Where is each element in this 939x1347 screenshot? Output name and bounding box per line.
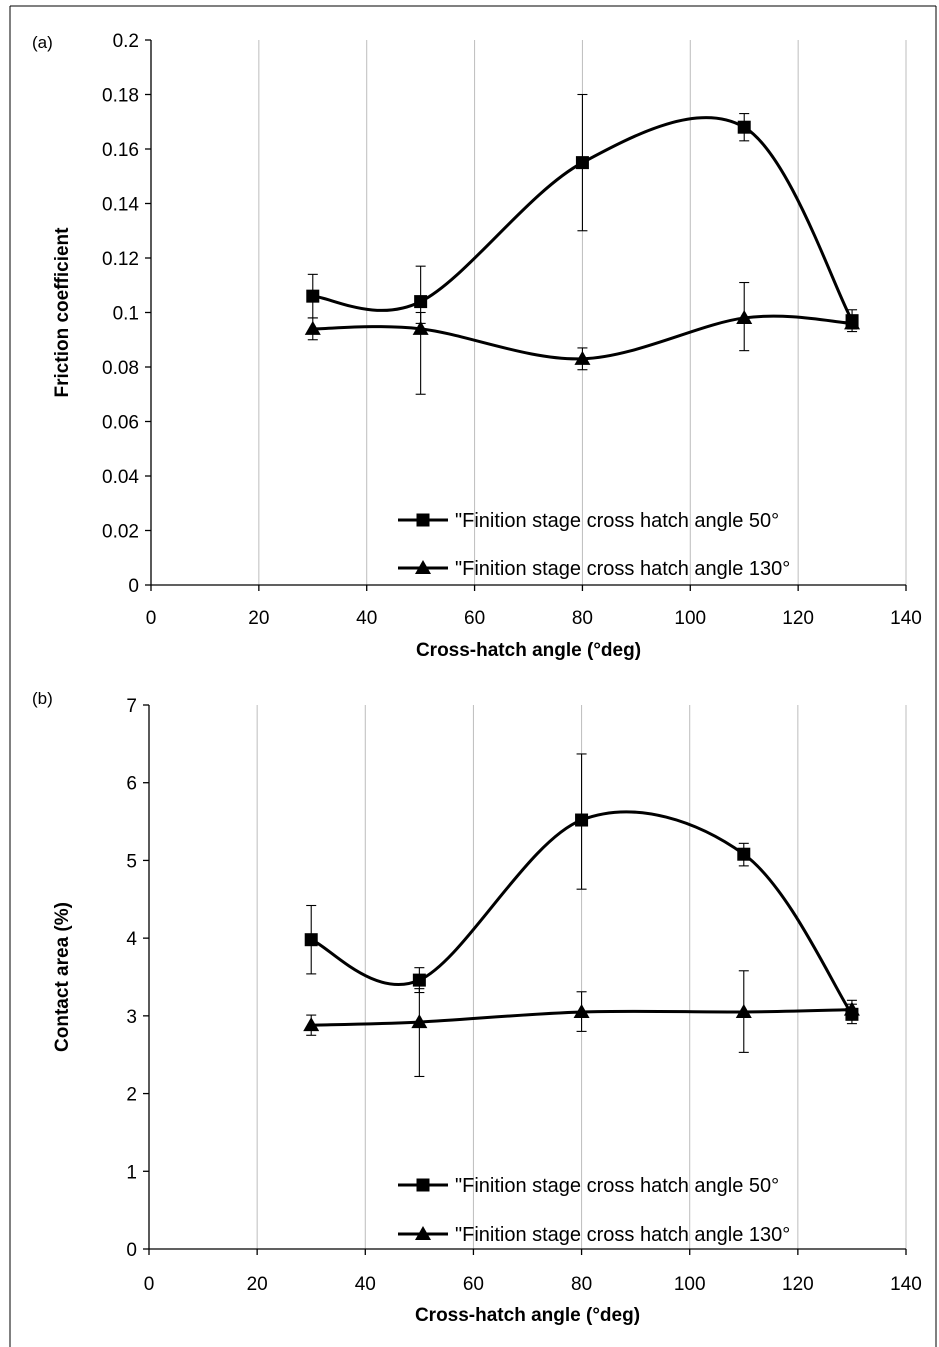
y-tick-label: 3	[126, 1007, 137, 1028]
x-tick-label: 140	[890, 1274, 922, 1295]
data-point	[843, 1001, 860, 1016]
y-tick-label: 0.04	[102, 467, 139, 488]
data-point	[736, 309, 753, 324]
y-tick-label: 0.12	[102, 249, 139, 270]
y-axis-title: Friction coefficient	[52, 227, 73, 398]
data-point	[737, 120, 751, 134]
x-tick-label: 20	[248, 608, 269, 629]
panel-label: (a)	[32, 33, 53, 52]
y-tick-label: 0.14	[102, 195, 139, 216]
y-tick-label: 0.02	[102, 522, 139, 543]
x-tick-label: 0	[146, 608, 157, 629]
legend-label: "Finition stage cross hatch angle 130°	[455, 1224, 790, 1246]
x-tick-label: 120	[782, 608, 814, 629]
data-point	[844, 315, 861, 330]
series-triangle: "Finition stage cross hatch angle 130°	[304, 281, 861, 580]
y-tick-label: 0	[128, 576, 139, 597]
data-point	[306, 289, 320, 303]
data-point	[412, 320, 429, 335]
data-point	[575, 156, 589, 170]
data-point	[574, 350, 591, 365]
y-tick-label: 2	[126, 1085, 137, 1106]
x-tick-label: 120	[782, 1274, 814, 1295]
data-point	[304, 320, 321, 335]
x-tick-label: 100	[674, 1274, 706, 1295]
panel-label: (b)	[32, 689, 53, 708]
y-tick-label: 0.1	[113, 304, 139, 325]
data-point	[573, 1003, 590, 1018]
data-point	[735, 1003, 752, 1018]
data-point	[575, 813, 589, 827]
panel-a-friction-chart: 0 0.02 0.04 0.06 0.08 0.1 0.12 0.14 0.16 0.18 0.2 0…	[32, 31, 922, 661]
x-tick-label: 40	[356, 608, 377, 629]
y-tick-label: 0.18	[102, 86, 139, 107]
series-line	[312, 116, 854, 322]
data-point	[412, 973, 426, 987]
legend-marker	[416, 1178, 430, 1192]
x-tick-label: 140	[890, 608, 922, 629]
x-tick-label: 20	[247, 1274, 268, 1295]
x-tick-label: 100	[674, 608, 706, 629]
y-tick-label: 4	[126, 929, 137, 950]
y-tick-label: 0.16	[102, 140, 139, 161]
data-point	[737, 847, 751, 861]
data-point	[414, 295, 428, 309]
x-tick-label: 80	[571, 1274, 592, 1295]
legend-label: "Finition stage cross hatch angle 50°	[455, 510, 779, 532]
x-axis-title: Cross-hatch angle (°deg)	[416, 640, 641, 661]
panel-b-contact-area-chart: 0 1 2 3 4 5 6 7 0 20 40 60 80 100 120 140 Cross-hatch an…	[32, 689, 922, 1326]
y-tick-label: 0.2	[113, 31, 139, 52]
x-tick-label: 0	[144, 1274, 155, 1295]
y-tick-label: 6	[126, 774, 137, 795]
x-tick-label: 60	[464, 608, 485, 629]
series-triangle: "Finition stage cross hatch angle 130°	[303, 970, 860, 1246]
data-point	[411, 1014, 428, 1029]
data-point	[304, 933, 318, 947]
y-tick-label: 0	[126, 1240, 137, 1261]
legend-marker	[415, 1226, 431, 1240]
x-tick-label: 60	[463, 1274, 484, 1295]
y-tick-label: 1	[126, 1162, 137, 1183]
legend-label: "Finition stage cross hatch angle 130°	[455, 558, 790, 580]
y-tick-label: 0.08	[102, 358, 139, 379]
y-tick-label: 5	[126, 851, 137, 872]
legend-label: "Finition stage cross hatch angle 50°	[455, 1175, 779, 1197]
y-tick-label: 7	[126, 696, 137, 717]
x-axis-title: Cross-hatch angle (°deg)	[415, 1305, 640, 1326]
series-square: "Finition stage cross hatch angle 50°	[306, 93, 859, 532]
legend-marker	[416, 513, 430, 527]
legend-marker	[415, 560, 431, 574]
x-tick-label: 40	[355, 1274, 376, 1295]
data-point	[303, 1017, 320, 1032]
y-tick-label: 0.06	[102, 413, 139, 434]
y-axis-title: Contact area (%)	[52, 902, 73, 1052]
x-tick-label: 80	[572, 608, 593, 629]
